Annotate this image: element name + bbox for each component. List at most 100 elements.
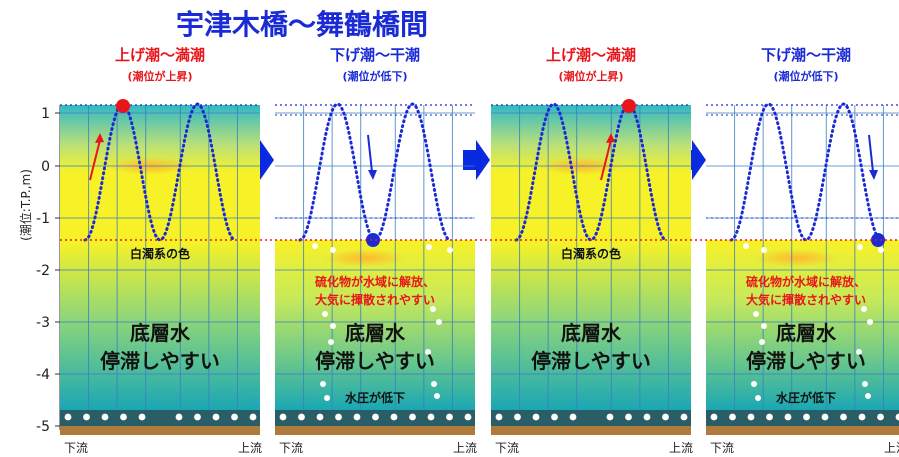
transition-arrow-2	[463, 140, 490, 180]
sediment-bubble	[680, 413, 688, 421]
high-tide-dot	[622, 99, 636, 113]
high-tide-dot	[116, 99, 130, 113]
sediment-bubble	[643, 413, 651, 421]
sediment-bubble	[551, 413, 558, 421]
sediment-bubble	[625, 413, 632, 421]
gas-bubble	[434, 393, 440, 399]
sediment-bubble	[858, 413, 866, 421]
sediment-bubble	[390, 413, 398, 421]
panel-title: 下げ潮〜干潮	[761, 46, 851, 64]
gas-bubble	[755, 395, 761, 401]
sediment-bubble	[409, 413, 416, 421]
pressure-label: 水圧が低下	[776, 390, 836, 405]
sediment-layer	[491, 410, 691, 426]
sediment-bubble	[729, 413, 736, 421]
panel-subtitle: (潮位が上昇)	[127, 69, 192, 83]
sediment-bubble	[372, 413, 379, 421]
sediment-bubble	[212, 413, 220, 421]
mud-layer	[60, 426, 260, 435]
gas-bubble	[857, 244, 863, 250]
sediment-bubble	[803, 413, 810, 421]
gas-bubble	[436, 319, 442, 325]
sulfide-note: 硫化物が水域に解放、	[315, 274, 435, 289]
sediment-bubble	[316, 413, 324, 421]
glow-patch	[323, 249, 407, 267]
gas-bubble	[447, 247, 453, 253]
gas-bubble	[751, 381, 757, 387]
pressure-label: 水圧が低下	[345, 390, 405, 405]
gas-bubble	[320, 381, 326, 387]
sediment-bubble	[784, 413, 792, 421]
panel-2: 下げ潮〜干潮 (潮位が低下) 硫化物が水域に解放、大気に揮散されやすい底層水停滞しや…	[275, 46, 477, 455]
gas-bubble	[426, 244, 432, 250]
bottom-water-label: 底層水	[345, 321, 406, 345]
x-label-downstream: 下流	[495, 441, 519, 455]
low-tide-dot	[871, 233, 885, 247]
sediment-bubble	[231, 413, 238, 421]
y-tick-label: -3	[36, 315, 50, 331]
sediment-bubble	[298, 413, 305, 421]
gas-bubble	[878, 247, 884, 253]
gas-bubble	[312, 243, 318, 249]
gas-bubble	[328, 339, 334, 345]
bottom-water-label: 停滞しやすい	[746, 349, 866, 373]
sediment-bubble	[747, 413, 755, 421]
sediment-bubble	[464, 413, 472, 421]
water-body	[275, 240, 475, 410]
sediment-bubble	[532, 413, 540, 421]
water-color-label: 白濁系の色	[561, 246, 621, 261]
sediment-bubble	[427, 413, 435, 421]
diagram-title: 宇津木橋〜舞鶴橋間	[176, 8, 428, 41]
gas-bubble	[322, 311, 328, 317]
panel-title: 上げ潮〜満潮	[115, 46, 205, 64]
x-label-downstream: 下流	[279, 441, 303, 455]
water-color-label: 白濁系の色	[130, 246, 190, 261]
gas-bubble	[865, 393, 871, 399]
sediment-bubble	[446, 413, 453, 421]
y-axis-label: (潮位:T.P.,m)	[18, 169, 33, 241]
water-body	[60, 105, 260, 410]
gas-bubble	[867, 319, 873, 325]
gas-bubble	[861, 306, 867, 312]
x-label-downstream: 下流	[64, 441, 88, 455]
sediment-bubble	[335, 413, 342, 421]
gas-bubble	[324, 395, 330, 401]
falling-arrow	[868, 134, 874, 173]
x-label-upstream: 上流	[669, 441, 693, 455]
gas-bubble	[430, 306, 436, 312]
panel-subtitle: (潮位が低下)	[773, 69, 838, 83]
gas-bubble	[862, 381, 868, 387]
water-body	[491, 105, 691, 410]
sediment-bubble	[662, 413, 669, 421]
sediment-bubble	[101, 413, 109, 421]
panel-subtitle: (潮位が上昇)	[558, 69, 623, 83]
sediment-bubble	[569, 413, 577, 421]
sediment-layer	[706, 410, 899, 426]
sediment-bubble	[249, 413, 257, 421]
rising-arrow	[600, 139, 612, 181]
panel-title: 下げ潮〜干潮	[330, 46, 420, 64]
mud-layer	[491, 426, 691, 435]
sediment-bubble	[606, 413, 614, 421]
sediment-bubble	[710, 413, 718, 421]
gas-bubble	[743, 243, 749, 249]
gas-bubble	[761, 323, 767, 329]
gas-bubble	[330, 323, 336, 329]
sulfide-note: 硫化物が水域に解放、	[746, 274, 866, 289]
sulfide-note: 大気に揮散されやすい	[746, 292, 866, 307]
sediment-bubble	[514, 413, 521, 421]
sediment-bubble	[840, 413, 847, 421]
panel-grid	[491, 105, 691, 410]
glow-patch	[754, 249, 838, 267]
panel-title: 上げ潮〜満潮	[546, 46, 636, 64]
x-label-downstream: 下流	[710, 441, 734, 455]
bottom-water-label: 停滞しやすい	[315, 349, 435, 373]
low-tide-dot	[366, 233, 380, 247]
gas-bubble	[425, 349, 431, 355]
sediment-bubble	[495, 413, 503, 421]
sediment-bubble	[194, 413, 201, 421]
gas-bubble	[856, 349, 862, 355]
bottom-water-label: 底層水	[776, 321, 837, 345]
x-label-upstream: 上流	[453, 441, 477, 455]
